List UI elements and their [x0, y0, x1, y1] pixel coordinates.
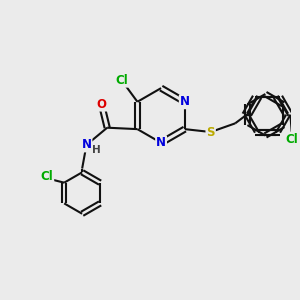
Text: N: N [156, 136, 166, 149]
Text: Cl: Cl [115, 74, 128, 87]
Text: H: H [92, 145, 101, 155]
Text: Cl: Cl [286, 133, 298, 146]
Text: N: N [82, 139, 92, 152]
Text: Cl: Cl [40, 170, 53, 183]
Text: S: S [206, 125, 215, 139]
Text: O: O [96, 98, 106, 111]
Text: N: N [180, 95, 190, 108]
